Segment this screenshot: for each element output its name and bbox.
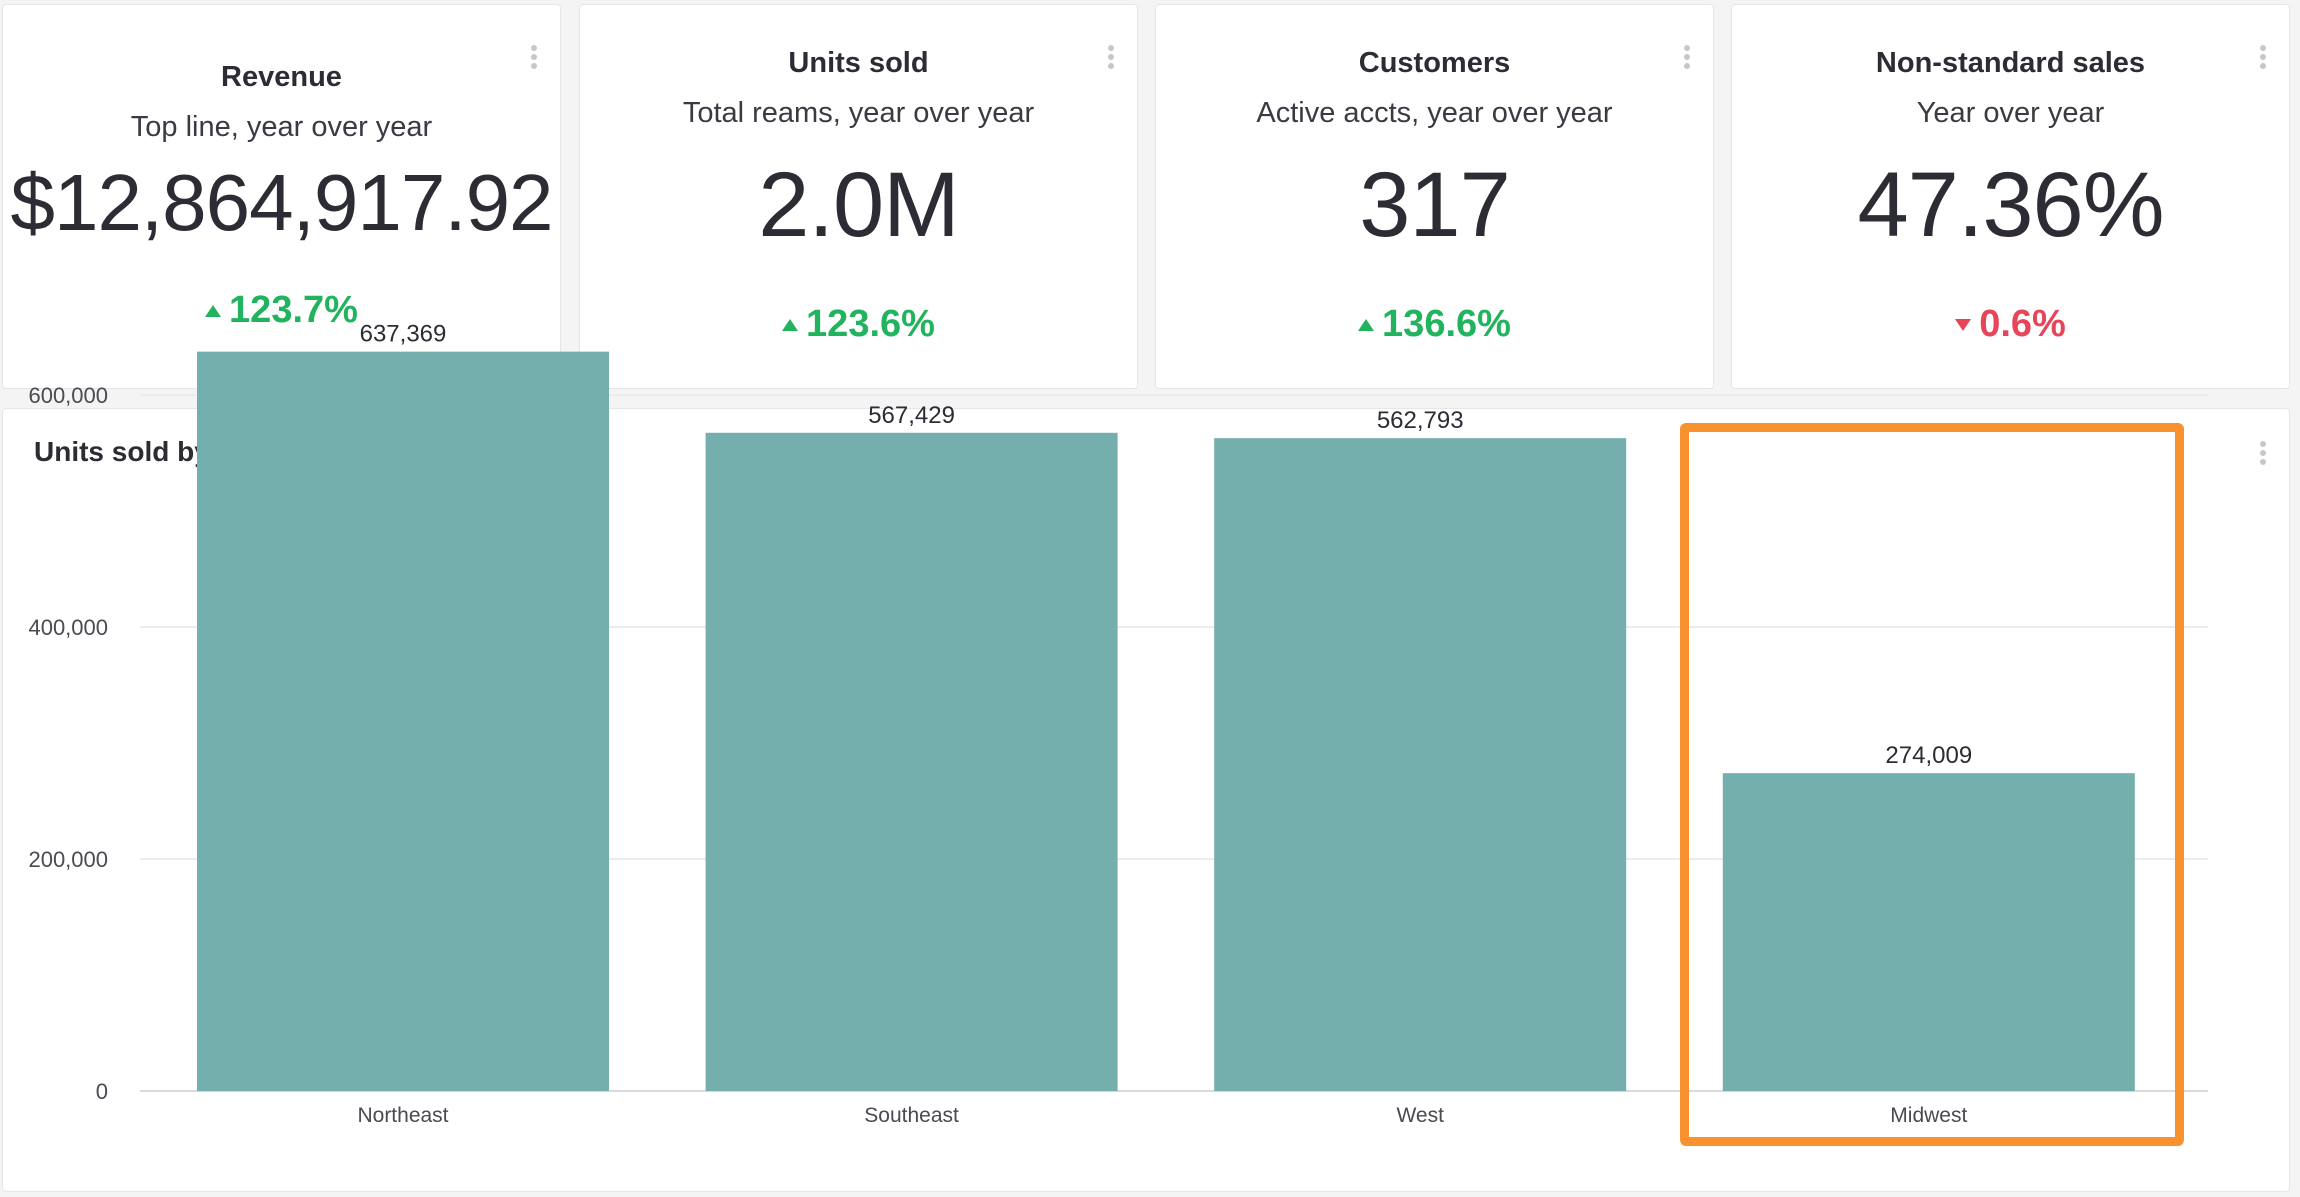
trend-up-icon — [782, 318, 799, 331]
kpi-subtitle: Year over year — [1916, 97, 2105, 129]
kpi-value: 47.36% — [1857, 154, 2164, 256]
card-menu-icon[interactable] — [530, 45, 538, 69]
kpi-title: Units sold — [788, 47, 929, 79]
trend-up-icon — [205, 304, 222, 317]
kpi-delta: 123.7% — [3, 289, 560, 332]
kpi-value: $12,864,917.92 — [10, 158, 553, 247]
kpi-title: Customers — [1358, 47, 1511, 79]
kpi-card-revenue: Revenue Top line, year over year $12,864… — [2, 4, 561, 389]
card-menu-icon[interactable] — [1107, 45, 1115, 69]
kpi-card-non-standard-sales: Non-standard sales Year over year 47.36%… — [1731, 4, 2290, 389]
kpi-title: Non-standard sales — [1875, 47, 2146, 79]
kpi-delta-value: 123.7% — [229, 289, 358, 331]
kpi-subtitle: Total reams, year over year — [682, 97, 1035, 129]
kpi-value: 2.0M — [758, 154, 960, 256]
kpi-delta-value: 123.6% — [806, 303, 935, 345]
card-menu-icon[interactable] — [1683, 45, 1691, 69]
kpi-value: 317 — [1359, 154, 1511, 256]
kpi-card-units-sold: Units sold Total reams, year over year 2… — [579, 4, 1138, 389]
trend-down-icon — [1955, 318, 1972, 331]
kpi-subtitle: Active accts, year over year — [1256, 97, 1613, 129]
trend-up-icon — [1358, 318, 1375, 331]
chart-card-units-by-region — [2, 408, 2290, 1192]
kpi-delta: 136.6% — [1156, 303, 1713, 346]
chart-title: Units sold by region — [34, 436, 304, 467]
kpi-delta: 0.6% — [1732, 303, 2289, 346]
kpi-delta-value: 0.6% — [1979, 303, 2066, 345]
kpi-delta-value: 136.6% — [1382, 303, 1511, 345]
kpi-subtitle: Top line, year over year — [130, 111, 433, 143]
chart-menu-icon[interactable] — [2259, 441, 2267, 465]
card-menu-icon[interactable] — [2259, 45, 2267, 69]
kpi-delta: 123.6% — [580, 303, 1137, 346]
kpi-title: Revenue — [221, 61, 342, 93]
kpi-card-customers: Customers Active accts, year over year 3… — [1155, 4, 1714, 389]
